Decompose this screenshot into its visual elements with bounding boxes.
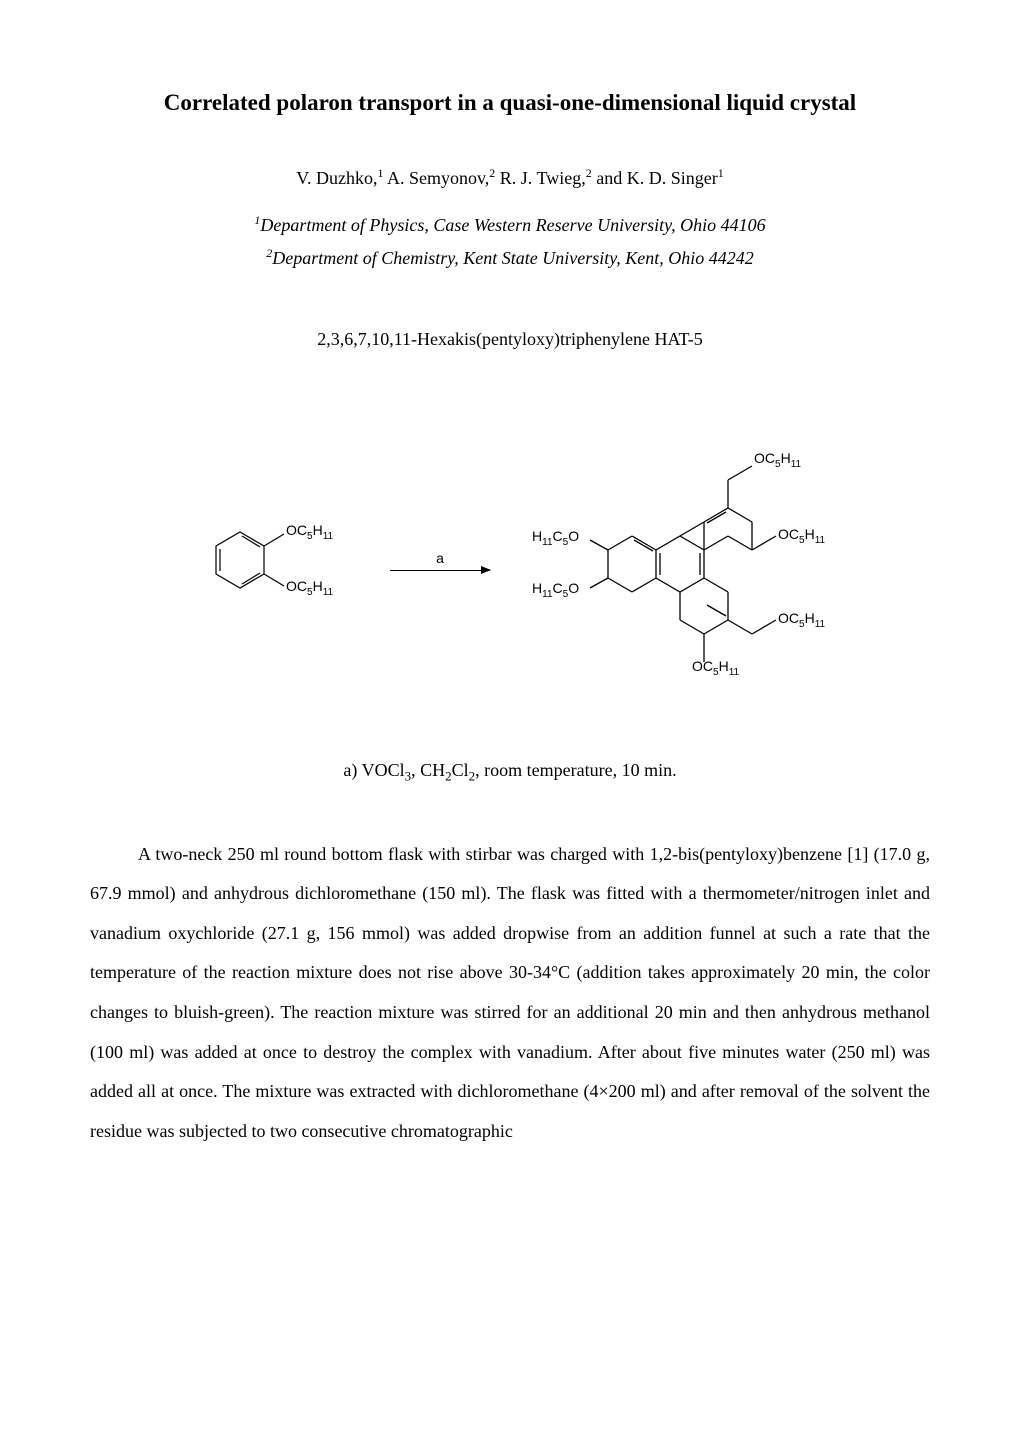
authors-line: V. Duzhko,1 A. Semyonov,2 R. J. Twieg,2 … [90,166,930,189]
reaction-arrow-container: a [390,550,490,571]
substituent-label: OC5H11 [692,658,739,678]
substituent-label: H11C5O [532,580,579,600]
paper-title: Correlated polaron transport in a quasi-… [90,90,930,116]
substituent-label: OC5H11 [286,578,333,598]
product-molecule: OC5H11 OC5H11 OC5H11 OC5H11 H11C5O H11C5… [520,410,840,710]
substituent-label: OC5H11 [754,450,801,470]
reaction-scheme: OC5H11 OC5H11 a [90,390,930,730]
compound-name: 2,3,6,7,10,11-Hexakis(pentyloxy)tripheny… [90,329,930,350]
body-paragraph: A two-neck 250 ml round bottom flask wit… [90,835,930,1152]
reaction-arrow-icon [390,570,490,571]
benzene-ring-icon [180,490,360,630]
arrow-label: a [436,550,444,566]
scheme-caption: a) VOCl3, CH2Cl2, room temperature, 10 m… [90,760,930,785]
substituent-label: OC5H11 [778,610,825,630]
affiliation-1: 1Department of Physics, Case Western Res… [90,213,930,236]
substituent-label: OC5H11 [286,522,333,542]
affiliation-2: 2Department of Chemistry, Kent State Uni… [90,246,930,269]
substituent-label: H11C5O [532,528,579,548]
affiliations-block: 1Department of Physics, Case Western Res… [90,213,930,269]
substituent-label: OC5H11 [778,526,825,546]
reactant-molecule: OC5H11 OC5H11 [180,490,360,630]
